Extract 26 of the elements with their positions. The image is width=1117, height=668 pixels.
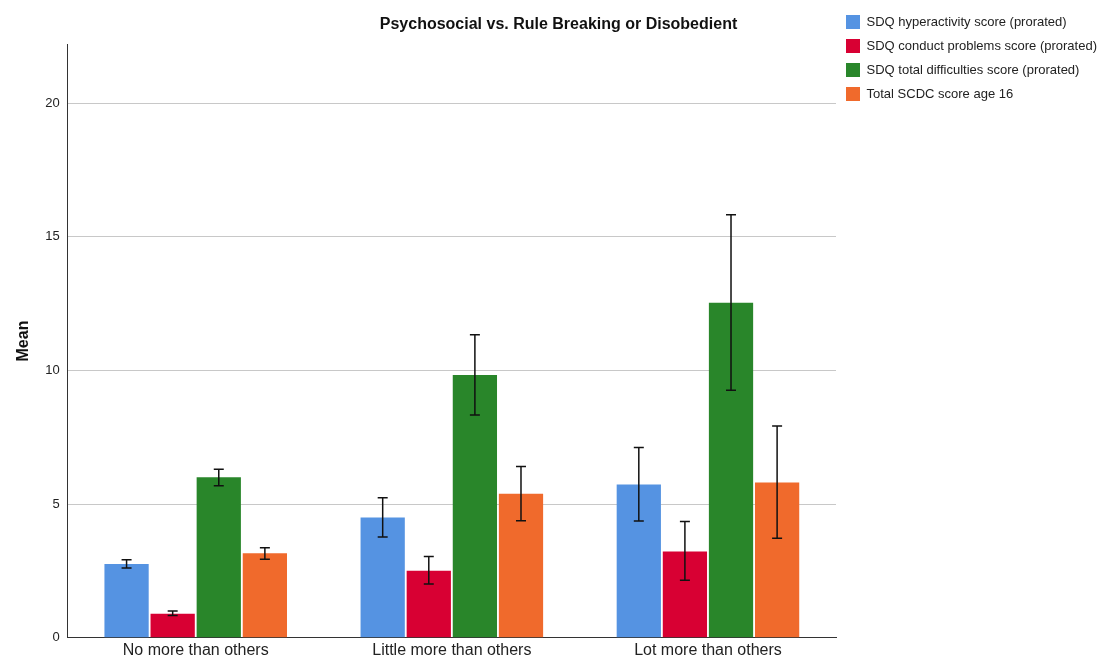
bar: [616, 484, 661, 638]
bar: [754, 482, 800, 638]
x-tick-label: No more than others: [122, 640, 269, 658]
bar: [242, 553, 287, 638]
bar: [150, 613, 195, 638]
y-tick-label: 0: [52, 629, 60, 645]
bar: [104, 564, 149, 638]
bar: [406, 570, 451, 638]
x-tick-label: Lot more than others: [634, 640, 782, 658]
bar: [498, 493, 544, 638]
y-axis-title: Mean: [14, 320, 32, 362]
chart-title: Psychosocial vs. Rule Breaking or Disobedient: [379, 15, 738, 33]
bar: [662, 551, 708, 638]
bar: [452, 374, 498, 638]
bar: [360, 517, 405, 638]
legend-label: SDQ total difficulties score (prorated): [866, 61, 1080, 77]
bar: [196, 477, 241, 638]
bar: [708, 302, 754, 638]
legend-label: SDQ hyperactivity score (prorated): [866, 13, 1067, 29]
legend-label: SDQ conduct problems score (prorated): [866, 37, 1097, 53]
y-tick-label: 10: [45, 361, 60, 377]
x-tick-label: Little more than others: [372, 640, 532, 658]
y-tick-label: 5: [52, 495, 60, 511]
y-tick-label: 15: [45, 228, 60, 244]
legend-label: Total SCDC score age 16: [866, 85, 1014, 101]
y-tick-label: 20: [45, 94, 60, 110]
